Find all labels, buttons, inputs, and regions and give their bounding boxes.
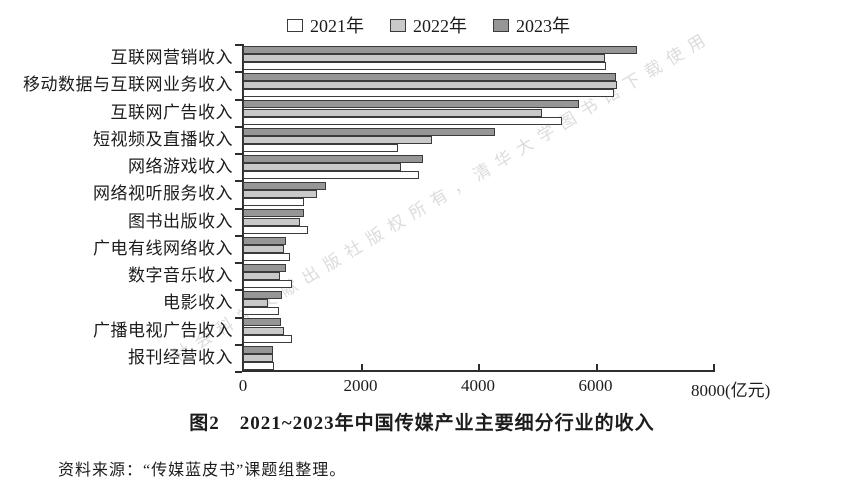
legend-item-2021: 2021年 [287,12,364,38]
bar-2022 [243,135,432,144]
x-axis-tick [478,364,480,370]
bar-2021 [243,89,614,98]
bar-2022 [243,299,268,308]
category-label: 互联网营销收入 [110,48,233,67]
bar-2023 [243,154,423,163]
legend-item-2022: 2022年 [390,12,467,38]
bar-2022 [243,108,543,117]
x-tick-label: 4000 [461,376,495,395]
bar-2021 [243,171,419,180]
bar-2021 [243,334,292,343]
bar-2023 [243,318,282,327]
legend-swatch-2021 [287,18,303,32]
bar-2022 [243,326,284,335]
legend: 2021年 2022年 2023年 [287,12,570,38]
bar-2023 [243,127,495,136]
category-label: 短视频及直播收入 [93,129,233,149]
category-label: 数字音乐收入 [128,266,233,285]
legend-label-2021: 2021年 [310,16,364,36]
x-axis-tick [360,364,363,370]
x-tick-label: 8000(亿元) [691,381,771,400]
bar-2023 [243,73,616,82]
bar-2021 [243,280,292,289]
source-note: 资料来源：“传媒蓝皮书”课题组整理。 [58,462,347,479]
y-axis-tick [235,343,242,346]
bar-2023 [243,263,287,272]
category-label: 互联网广告收入 [110,102,233,122]
bar-2023 [243,100,580,109]
y-axis-tick [235,207,242,210]
figure-caption: 图2 2021~2023年中国传媒产业主要细分行业的收入 [189,413,655,434]
legend-swatch-2023 [493,18,509,32]
bar-2021 [243,361,275,370]
y-axis-tick [235,289,242,292]
bar-2022 [243,272,281,280]
bar-2022 [243,353,274,362]
bar-2023 [243,45,637,54]
y-axis-tick [235,153,242,155]
legend-swatch-2022 [390,18,406,32]
bar-chart: 互联网营销收入移动数据与互联网业务收入互联网广告收入短视频及直播收入网络游戏收入… [23,44,771,400]
bar-2021 [243,252,291,261]
x-tick-label: 2000 [343,376,378,395]
legend-label-2023: 2023年 [516,16,570,36]
bar-2021 [243,116,563,125]
bar-2021 [243,225,308,234]
bar-2022 [243,54,606,62]
bar-2023 [243,209,304,218]
bar-2022 [243,81,617,90]
bar-2023 [243,345,274,354]
bar-2022 [243,190,318,199]
bar-2021 [243,62,607,71]
y-axis-tick [235,44,242,46]
y-axis-tick [235,180,242,183]
category-label: 广播电视广告收入 [93,320,233,340]
category-label: 报刊经营收入 [128,347,233,367]
x-tick-label: 6000 [578,376,613,395]
y-axis-tick [235,125,242,128]
category-label: 广电有线网络收入 [93,238,233,258]
legend-item-2023: 2023年 [493,12,570,38]
x-tick-label: 0 [238,376,248,395]
bar-2023 [243,291,282,300]
bar-2022 [243,163,402,171]
category-label: 网络游戏收入 [128,157,233,176]
y-axis-tick [235,371,242,373]
bar-2023 [243,236,287,245]
bar-2021 [243,198,304,207]
y-axis-tick [235,316,242,319]
bar-2023 [243,182,327,191]
bar-2021 [243,307,280,316]
x-axis [242,370,715,372]
x-axis-tick [713,364,715,370]
bar-2021 [243,143,398,152]
category-label: 移动数据与互联网业务收入 [23,75,233,95]
x-axis-tick [595,364,598,370]
bar-2022 [243,244,284,253]
category-label: 网络视听服务收入 [93,184,233,204]
legend-label-2022: 2022年 [413,16,467,36]
bar-2022 [243,217,301,226]
y-axis [242,44,244,372]
category-label: 电影收入 [163,293,233,313]
y-axis-tick [235,234,242,237]
y-axis-tick [235,262,242,264]
y-axis-tick [235,98,242,101]
y-axis-tick [235,71,242,74]
category-label: 图书出版收入 [128,211,233,231]
